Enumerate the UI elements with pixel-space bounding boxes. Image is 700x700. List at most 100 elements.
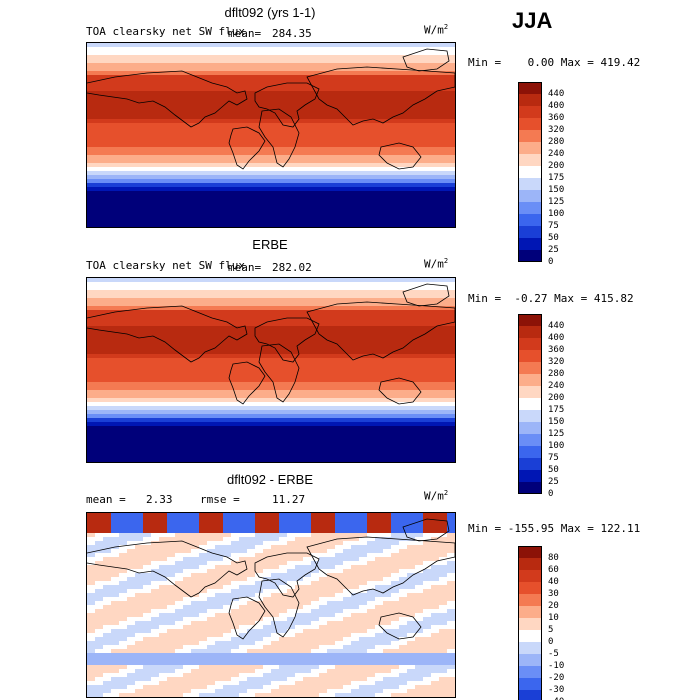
heatmap-cell	[231, 673, 240, 678]
heatmap-cell	[287, 673, 296, 678]
heatmap-cell	[367, 677, 376, 682]
heatmap-cell	[191, 589, 200, 594]
heatmap-band	[87, 318, 455, 323]
heatmap-cell	[159, 677, 168, 682]
heatmap-cell	[207, 645, 216, 650]
heatmap-cell	[423, 609, 432, 614]
heatmap-cell	[151, 589, 160, 594]
heatmap-band	[87, 338, 455, 343]
heatmap-cell	[231, 633, 240, 638]
heatmap-cell	[151, 513, 160, 518]
heatmap-cell	[287, 601, 296, 606]
colorbar-tick-label: 0	[548, 637, 554, 647]
heatmap-band	[87, 107, 455, 112]
heatmap-cell	[175, 621, 184, 626]
heatmap-band	[87, 91, 455, 96]
heatmap-cell	[271, 629, 280, 634]
heatmap-cell	[263, 637, 272, 642]
heatmap-cell	[311, 521, 320, 526]
heatmap-cell	[375, 545, 384, 550]
heatmap-cell	[319, 537, 328, 542]
heatmap-cell	[231, 689, 240, 694]
heatmap-cell	[359, 525, 368, 530]
heatmap-cell	[199, 653, 208, 658]
heatmap-cell	[119, 553, 128, 558]
heatmap-cell	[311, 621, 320, 626]
heatmap-cell	[407, 513, 416, 518]
heatmap-cell	[151, 517, 160, 522]
heatmap-cell	[271, 649, 280, 654]
heatmap-cell	[367, 661, 376, 666]
heatmap-cell	[143, 681, 152, 686]
heatmap-cell	[239, 601, 248, 606]
heatmap-cell	[255, 557, 264, 562]
heatmap-cell	[191, 537, 200, 542]
heatmap-cell	[207, 513, 216, 518]
heatmap-cell	[103, 669, 112, 674]
heatmap-cell	[143, 589, 152, 594]
heatmap-cell	[327, 593, 336, 598]
heatmap-cell	[343, 581, 352, 586]
heatmap-cell	[311, 569, 320, 574]
heatmap-cell	[191, 549, 200, 554]
heatmap-cell	[375, 597, 384, 602]
heatmap-band	[87, 422, 455, 427]
heatmap-cell	[319, 525, 328, 530]
heatmap-cell	[103, 537, 112, 542]
heatmap-cell	[311, 673, 320, 678]
heatmap-cell	[191, 617, 200, 622]
heatmap-cell	[391, 593, 400, 598]
colorbar-swatch	[518, 642, 542, 654]
heatmap-cell	[175, 641, 184, 646]
heatmap-cell	[375, 637, 384, 642]
heatmap-cell	[391, 597, 400, 602]
heatmap-cell	[191, 597, 200, 602]
heatmap-cell	[415, 621, 424, 626]
heatmap-cell	[367, 633, 376, 638]
heatmap-cell	[279, 661, 288, 666]
heatmap-cell	[415, 569, 424, 574]
heatmap-cell	[279, 641, 288, 646]
heatmap-cell	[151, 657, 160, 662]
heatmap-cell	[87, 661, 96, 666]
heatmap-cell	[311, 537, 320, 542]
heatmap-cell	[127, 673, 136, 678]
heatmap-cell	[399, 629, 408, 634]
heatmap-cell	[215, 613, 224, 618]
heatmap-cell	[111, 581, 120, 586]
heatmap-cell	[351, 589, 360, 594]
heatmap-cell	[415, 537, 424, 542]
heatmap-cell	[287, 641, 296, 646]
heatmap-cell	[279, 597, 288, 602]
heatmap-cell	[431, 677, 440, 682]
heatmap-cell	[191, 621, 200, 626]
heatmap-band	[87, 450, 455, 455]
heatmap-cell	[399, 533, 408, 538]
heatmap-cell	[255, 681, 264, 686]
heatmap-cell	[231, 677, 240, 682]
heatmap-cell	[239, 649, 248, 654]
heatmap-cell	[391, 665, 400, 670]
heatmap-cell	[247, 553, 256, 558]
heatmap-cell	[415, 545, 424, 550]
heatmap-cell	[367, 529, 376, 534]
heatmap-cell	[215, 605, 224, 610]
heatmap-cell	[215, 565, 224, 570]
heatmap-cell	[399, 677, 408, 682]
heatmap-cell	[311, 669, 320, 674]
heatmap-cell	[135, 633, 144, 638]
heatmap-cell	[159, 685, 168, 690]
heatmap-cell	[383, 637, 392, 642]
heatmap-cell	[383, 661, 392, 666]
heatmap-cell	[423, 685, 432, 690]
heatmap-cell	[151, 529, 160, 534]
heatmap-cell	[135, 601, 144, 606]
heatmap-cell	[143, 513, 152, 518]
heatmap-band	[87, 454, 455, 459]
colorbar-tick-label: -5	[548, 649, 559, 659]
heatmap-cell	[399, 601, 408, 606]
heatmap-cell	[367, 693, 376, 697]
heatmap-cell	[95, 617, 104, 622]
heatmap-cell	[239, 669, 248, 674]
heatmap-cell	[127, 625, 136, 630]
